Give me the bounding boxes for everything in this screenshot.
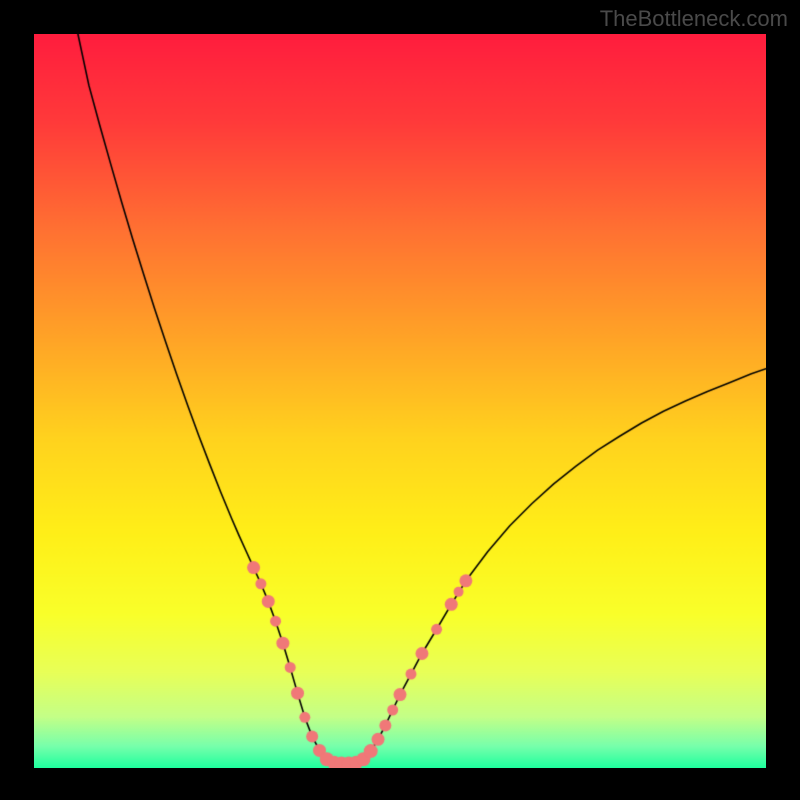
marker-layer (34, 34, 766, 768)
bottleneck-chart (34, 34, 766, 768)
watermark-text: TheBottleneck.com (600, 6, 788, 32)
